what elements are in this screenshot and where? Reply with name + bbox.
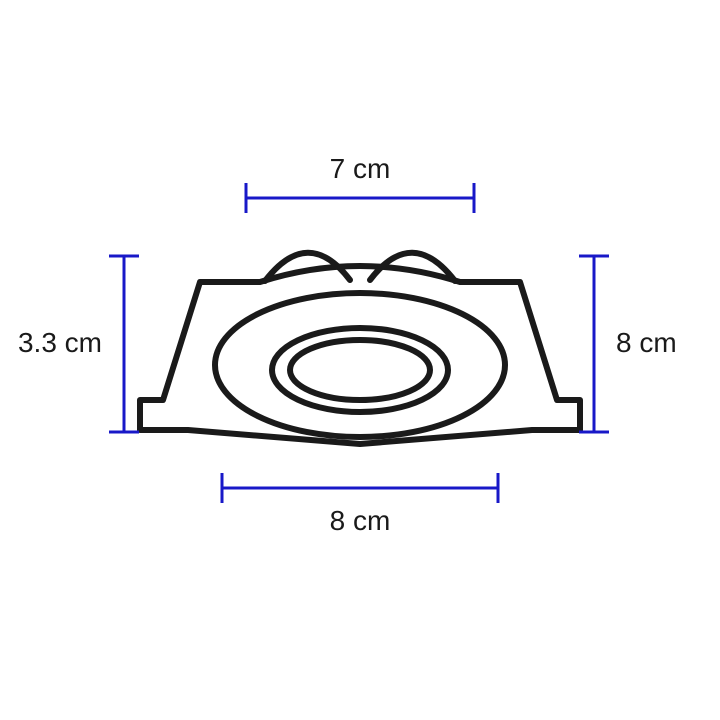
dimension-diagram: 7 cm 8 cm 3.3 cm 8 cm: [0, 0, 720, 720]
dim-top: [246, 183, 474, 213]
dim-label-right: 8 cm: [616, 327, 677, 358]
dim-right: [579, 256, 609, 432]
dim-label-left: 3.3 cm: [18, 327, 102, 358]
product-outline: [140, 253, 580, 444]
dim-bottom: [222, 473, 498, 503]
dim-label-top: 7 cm: [330, 153, 391, 184]
dim-label-bottom: 8 cm: [330, 505, 391, 536]
dim-left: [109, 256, 139, 432]
